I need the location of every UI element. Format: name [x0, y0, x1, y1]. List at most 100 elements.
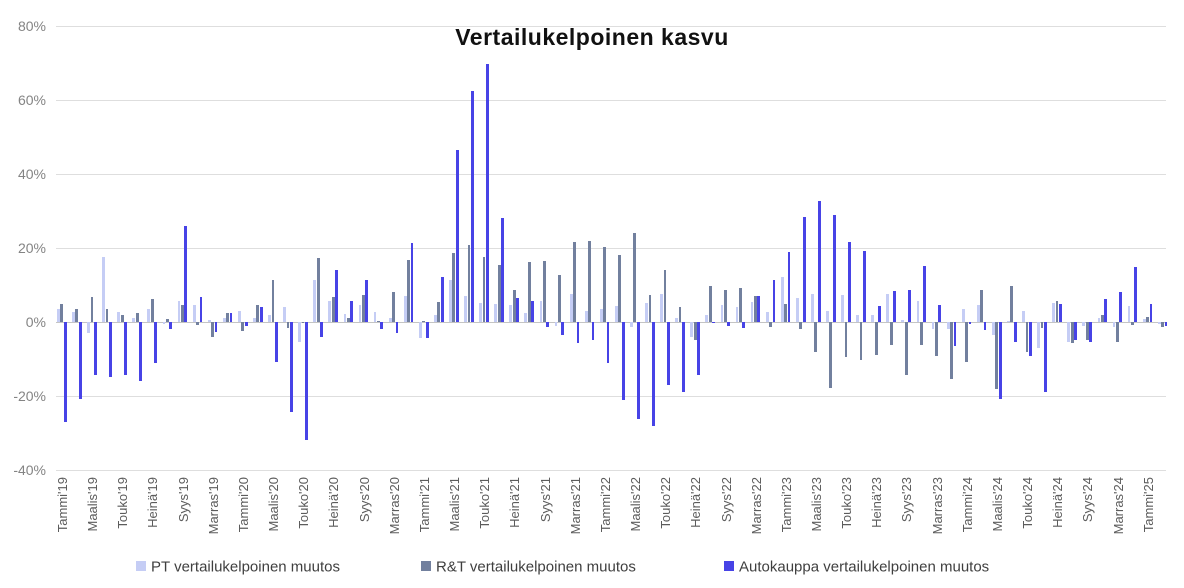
x-tick-label: Maalis'24	[989, 477, 1005, 532]
bar	[516, 297, 519, 322]
legend-swatch-icon	[421, 560, 431, 571]
bar	[388, 318, 392, 322]
bar	[908, 289, 912, 322]
bar	[844, 322, 848, 357]
x-tick-label: Touko'19	[115, 477, 131, 529]
bar	[124, 322, 127, 376]
bar	[335, 269, 339, 322]
bar	[1074, 322, 1077, 341]
bar	[935, 322, 938, 357]
bar	[1085, 322, 1089, 341]
bar	[630, 322, 633, 327]
bar	[795, 297, 799, 322]
bar	[169, 322, 173, 330]
bar	[147, 308, 151, 322]
legend-item: R&T vertailukelpoinen muutos	[421, 558, 636, 576]
bar	[546, 322, 550, 327]
bar	[268, 314, 271, 322]
bar	[1142, 318, 1146, 322]
bar	[618, 255, 622, 322]
bar	[995, 322, 999, 390]
legend-swatch-icon	[724, 560, 734, 571]
bar	[63, 322, 67, 422]
bar	[919, 322, 923, 346]
bar	[316, 257, 320, 322]
bar	[150, 298, 154, 322]
x-tick-label: Tammi'22	[597, 477, 613, 533]
bar	[814, 322, 818, 352]
bar	[742, 322, 746, 328]
bar	[358, 305, 362, 322]
bar	[693, 322, 697, 340]
bar	[244, 322, 248, 326]
bar	[772, 279, 776, 322]
bar	[832, 215, 836, 322]
x-tick-label: Maalis'20	[266, 477, 282, 532]
bar	[117, 312, 121, 322]
x-tick-label: Maalis'23	[809, 477, 824, 532]
x-tick-label: Touko'24	[1020, 477, 1036, 529]
bar	[1059, 303, 1062, 322]
bar	[527, 262, 531, 322]
bar	[961, 308, 965, 322]
bar	[418, 322, 422, 338]
bar	[712, 322, 716, 324]
bar	[1010, 286, 1014, 322]
bar	[482, 256, 486, 322]
bar	[524, 313, 528, 322]
bar	[811, 294, 814, 322]
bar	[735, 307, 739, 322]
bar	[132, 318, 136, 322]
bar	[135, 313, 139, 322]
bar	[757, 296, 761, 322]
chart-title: Vertailukelpoinen kasvu	[455, 24, 729, 50]
x-tick-label: Tammi'21	[416, 477, 432, 533]
bar	[980, 289, 984, 322]
bar	[675, 318, 679, 322]
x-tick-label: Syys'21	[537, 477, 553, 523]
x-tick-label: Tammi'23	[778, 477, 794, 533]
bar	[305, 322, 308, 441]
x-tick-label: Heinä'22	[688, 477, 704, 528]
bar	[1100, 314, 1104, 322]
bar	[365, 279, 369, 322]
bar	[871, 315, 875, 322]
bar	[916, 300, 920, 322]
bar	[256, 304, 260, 322]
y-tick-label: 20%	[17, 240, 46, 256]
bar	[1089, 322, 1093, 342]
bar	[467, 245, 471, 322]
bar	[211, 322, 214, 337]
bar	[708, 286, 712, 322]
bar	[380, 322, 384, 330]
x-tick-label: Maalis'22	[628, 477, 644, 532]
legend-item: PT vertailukelpoinen muutos	[136, 558, 340, 576]
x-tick-label: Heinä'20	[326, 477, 342, 528]
bar	[1127, 306, 1131, 322]
bar	[705, 314, 709, 322]
bar	[343, 313, 347, 322]
bar	[1022, 310, 1025, 322]
bar	[817, 200, 821, 322]
bar	[464, 296, 467, 322]
bar	[1134, 266, 1138, 322]
bar	[588, 241, 591, 322]
bar	[350, 301, 354, 322]
y-tick-label: 80%	[17, 18, 46, 34]
bar	[226, 312, 230, 322]
bar	[377, 320, 380, 322]
bar	[407, 259, 411, 322]
legend-label: Autokauppa vertailukelpoinen muutos	[739, 558, 990, 576]
bar	[648, 294, 652, 322]
bar	[328, 301, 332, 322]
x-tick-label: Syys'24	[1080, 477, 1096, 523]
bar	[886, 293, 890, 322]
x-tick-label: Touko'21	[477, 477, 493, 529]
gridline--40%	[56, 470, 1166, 471]
bar	[667, 322, 670, 386]
bar	[678, 307, 682, 322]
bar	[283, 307, 286, 322]
x-tick-label: Syys'20	[356, 477, 372, 523]
bar	[950, 322, 953, 379]
bar	[690, 322, 694, 337]
